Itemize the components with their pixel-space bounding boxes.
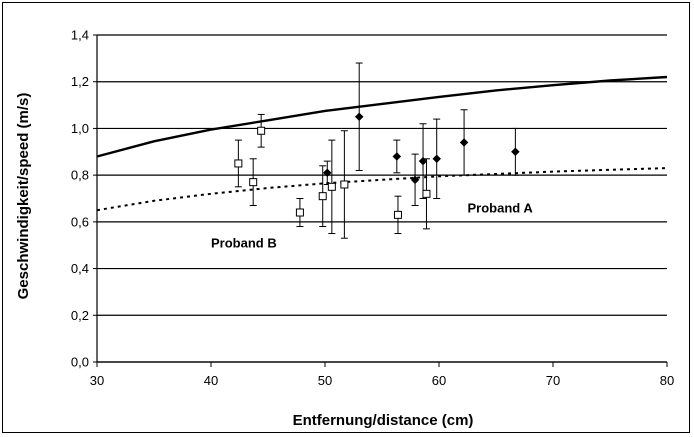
annotation-layer: Proband A Proband B xyxy=(211,201,533,251)
proband-b-point xyxy=(327,182,336,191)
proband-a-point xyxy=(511,147,520,157)
y-tick-label: 0,6 xyxy=(71,214,89,229)
x-axis-title: Entfernung/distance (cm) xyxy=(293,412,474,429)
grid-layer xyxy=(93,34,668,367)
y-tick-label: 0,0 xyxy=(71,355,89,370)
proband-b-point xyxy=(234,159,243,168)
x-tick-label: 80 xyxy=(660,373,674,388)
proband-b-point xyxy=(318,192,327,201)
proband-b-point xyxy=(257,126,266,135)
annotation-label: Proband B xyxy=(211,236,277,251)
proband-a-point xyxy=(459,138,469,147)
y-tick-label: 1,2 xyxy=(71,74,89,89)
annotation-label: Proband A xyxy=(468,201,534,216)
proband-b-point xyxy=(295,208,304,217)
x-tick-label: 30 xyxy=(90,373,104,388)
proband-a-point xyxy=(354,112,364,122)
proband-a-point xyxy=(410,175,420,185)
y-tick-label: 0,4 xyxy=(71,261,89,276)
y-tick-label: 1,0 xyxy=(71,121,89,136)
marker-layer xyxy=(234,112,520,219)
proband-b-point xyxy=(249,178,258,187)
proband-a-point xyxy=(392,152,402,161)
x-tick-label: 60 xyxy=(432,373,446,388)
proband-b-point xyxy=(422,189,431,198)
proband-a-point xyxy=(322,168,332,178)
tick-label-layer: 0,0 0,2 0,4 0,6 0,8 1,0 1,2 1,4 30 40 50 60 70 80 xyxy=(71,28,674,389)
proband-b-point xyxy=(393,210,402,219)
x-tick-label: 50 xyxy=(318,373,332,388)
proband-a-point xyxy=(432,154,442,164)
proband-b-fit-line xyxy=(96,167,668,212)
proband-b-point xyxy=(340,180,349,189)
x-tick-label: 70 xyxy=(546,373,560,388)
fit-layer xyxy=(96,75,668,212)
proband-a-point xyxy=(418,156,428,166)
y-tick-label: 0,2 xyxy=(71,308,89,323)
y-tick-label: 1,4 xyxy=(71,28,89,43)
x-tick-label: 40 xyxy=(204,373,218,388)
chart-frame xyxy=(2,2,690,433)
proband-a-fit-line xyxy=(96,75,668,158)
y-axis-title: Geschwindigkeit/speed (m/s) xyxy=(15,93,32,300)
y-tick-label: 0,8 xyxy=(71,168,89,183)
